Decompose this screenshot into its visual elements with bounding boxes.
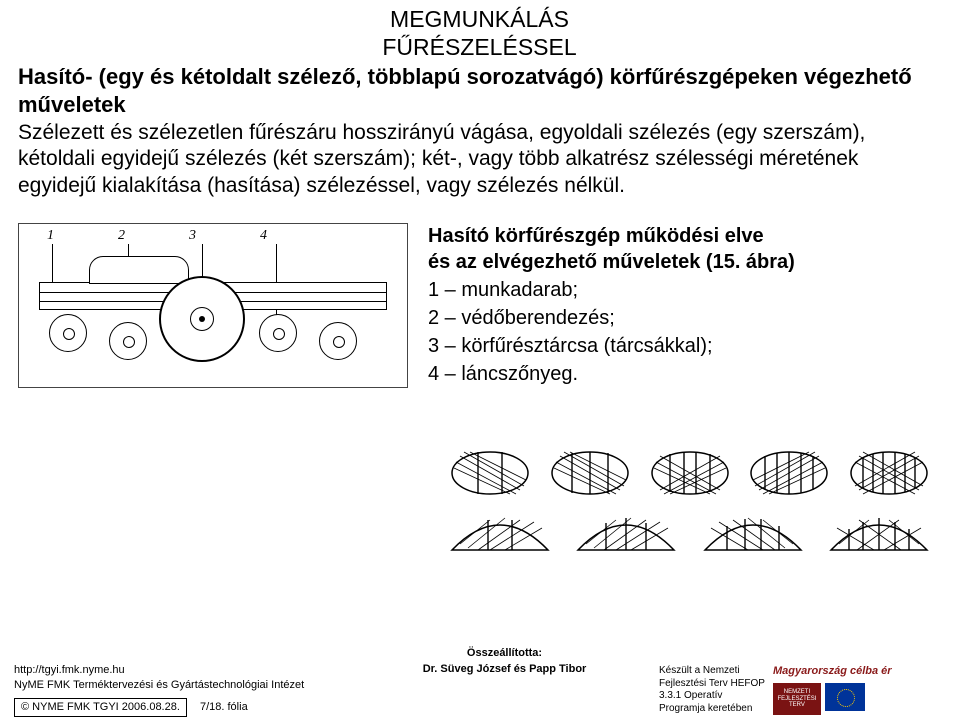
compiled-label: Összeállította:: [350, 646, 659, 661]
funding-text: Készült a Nemzeti Fejlesztési Terv HEFOP…: [659, 665, 765, 715]
legend-item: 3 – körfűrésztárcsa (tárcsákkal);: [428, 331, 941, 359]
log-section-icon: [749, 450, 829, 496]
roller-shape: [49, 314, 87, 352]
diagram-num-4: 4: [260, 228, 267, 244]
fund-line: Készült a Nemzeti: [659, 665, 765, 678]
diagram-num-1: 1: [47, 228, 54, 244]
cross-section-illustrations: [450, 450, 929, 570]
log-section-icon: [650, 450, 730, 496]
half-section-icon: [450, 514, 550, 552]
fund-line: Programja keretében: [659, 703, 765, 716]
cross-section-row-1: [450, 450, 929, 496]
caption-legend-list: 1 – munkadarab; 2 – védőberendezés; 3 – …: [428, 275, 941, 387]
cross-section-row-2: [450, 514, 929, 552]
log-section-icon: [450, 450, 530, 496]
fund-line: Fejlesztési Terv HEFOP: [659, 678, 765, 691]
diagram-number-labels: 1 2 3 4: [47, 228, 267, 244]
page-footer: http://tgyi.fmk.nyme.hu NyME FMK Termékt…: [0, 633, 959, 721]
fund-line: 3.3.1 Operatív: [659, 690, 765, 703]
figure-and-caption-row: 1 2 3 4 Hasító körfűrészgép működési elv…: [0, 199, 959, 388]
guard-shape: [89, 256, 189, 284]
diagram-num-2: 2: [118, 228, 125, 244]
section-heading: Hasító- (egy és kétoldalt szélező, többl…: [0, 61, 959, 118]
half-section-icon: [829, 514, 929, 552]
body-paragraph: Szélezett és szélezetlen fűrészáru hossz…: [0, 118, 959, 199]
slide-number: 7/18. fólia: [200, 701, 248, 713]
legend-item: 4 – láncszőnyeg.: [428, 359, 941, 387]
footer-right-block: Készült a Nemzeti Fejlesztési Terv HEFOP…: [659, 665, 959, 721]
log-section-icon: [550, 450, 630, 496]
footer-mid-block: Összeállította: Dr. Süveg József és Papp…: [350, 646, 659, 721]
footer-left-block: http://tgyi.fmk.nyme.hu NyME FMK Termékt…: [0, 663, 350, 721]
leader-line: [52, 244, 53, 282]
half-section-icon: [576, 514, 676, 552]
footer-copyright: © NYME FMK TGYI 2006.08.28.: [14, 698, 187, 717]
log-section-icon: [849, 450, 929, 496]
saw-disc-shape: [159, 276, 245, 362]
footer-logos: Magyarország célba ér NEMZETI FEJLESZTÉS…: [773, 665, 892, 715]
footer-url: http://tgyi.fmk.nyme.hu: [14, 663, 350, 678]
figure-caption: Hasító körfűrészgép működési elve és az …: [428, 223, 941, 387]
footer-institute: NyME FMK Terméktervezési és Gyártástechn…: [14, 678, 350, 693]
eu-flag-icon: [825, 683, 865, 711]
page-title: MEGMUNKÁLÁS FŰRÉSZELÉSSEL: [0, 0, 959, 61]
compiled-by: Dr. Süveg József és Papp Tibor: [350, 662, 659, 677]
roller-shape: [259, 314, 297, 352]
title-line-1: MEGMUNKÁLÁS: [0, 6, 959, 34]
legend-item: 1 – munkadarab;: [428, 275, 941, 303]
nft-logo-icon: NEMZETI FEJLESZTÉSI TERV: [773, 683, 821, 715]
caption-heading-line-2: és az elvégezhető műveletek (15. ábra): [428, 249, 941, 275]
diagram-num-3: 3: [189, 228, 196, 244]
title-line-2: FŰRÉSZELÉSSEL: [0, 34, 959, 62]
roller-shape: [319, 322, 357, 360]
caption-heading-line-1: Hasító körfűrészgép működési elve: [428, 223, 941, 249]
legend-item: 2 – védőberendezés;: [428, 303, 941, 331]
roller-shape: [109, 322, 147, 360]
slogan-text: Magyarország célba ér: [773, 665, 892, 683]
mechanism-diagram: 1 2 3 4: [18, 223, 408, 388]
half-section-icon: [703, 514, 803, 552]
saw-hub-shape: [190, 307, 214, 331]
